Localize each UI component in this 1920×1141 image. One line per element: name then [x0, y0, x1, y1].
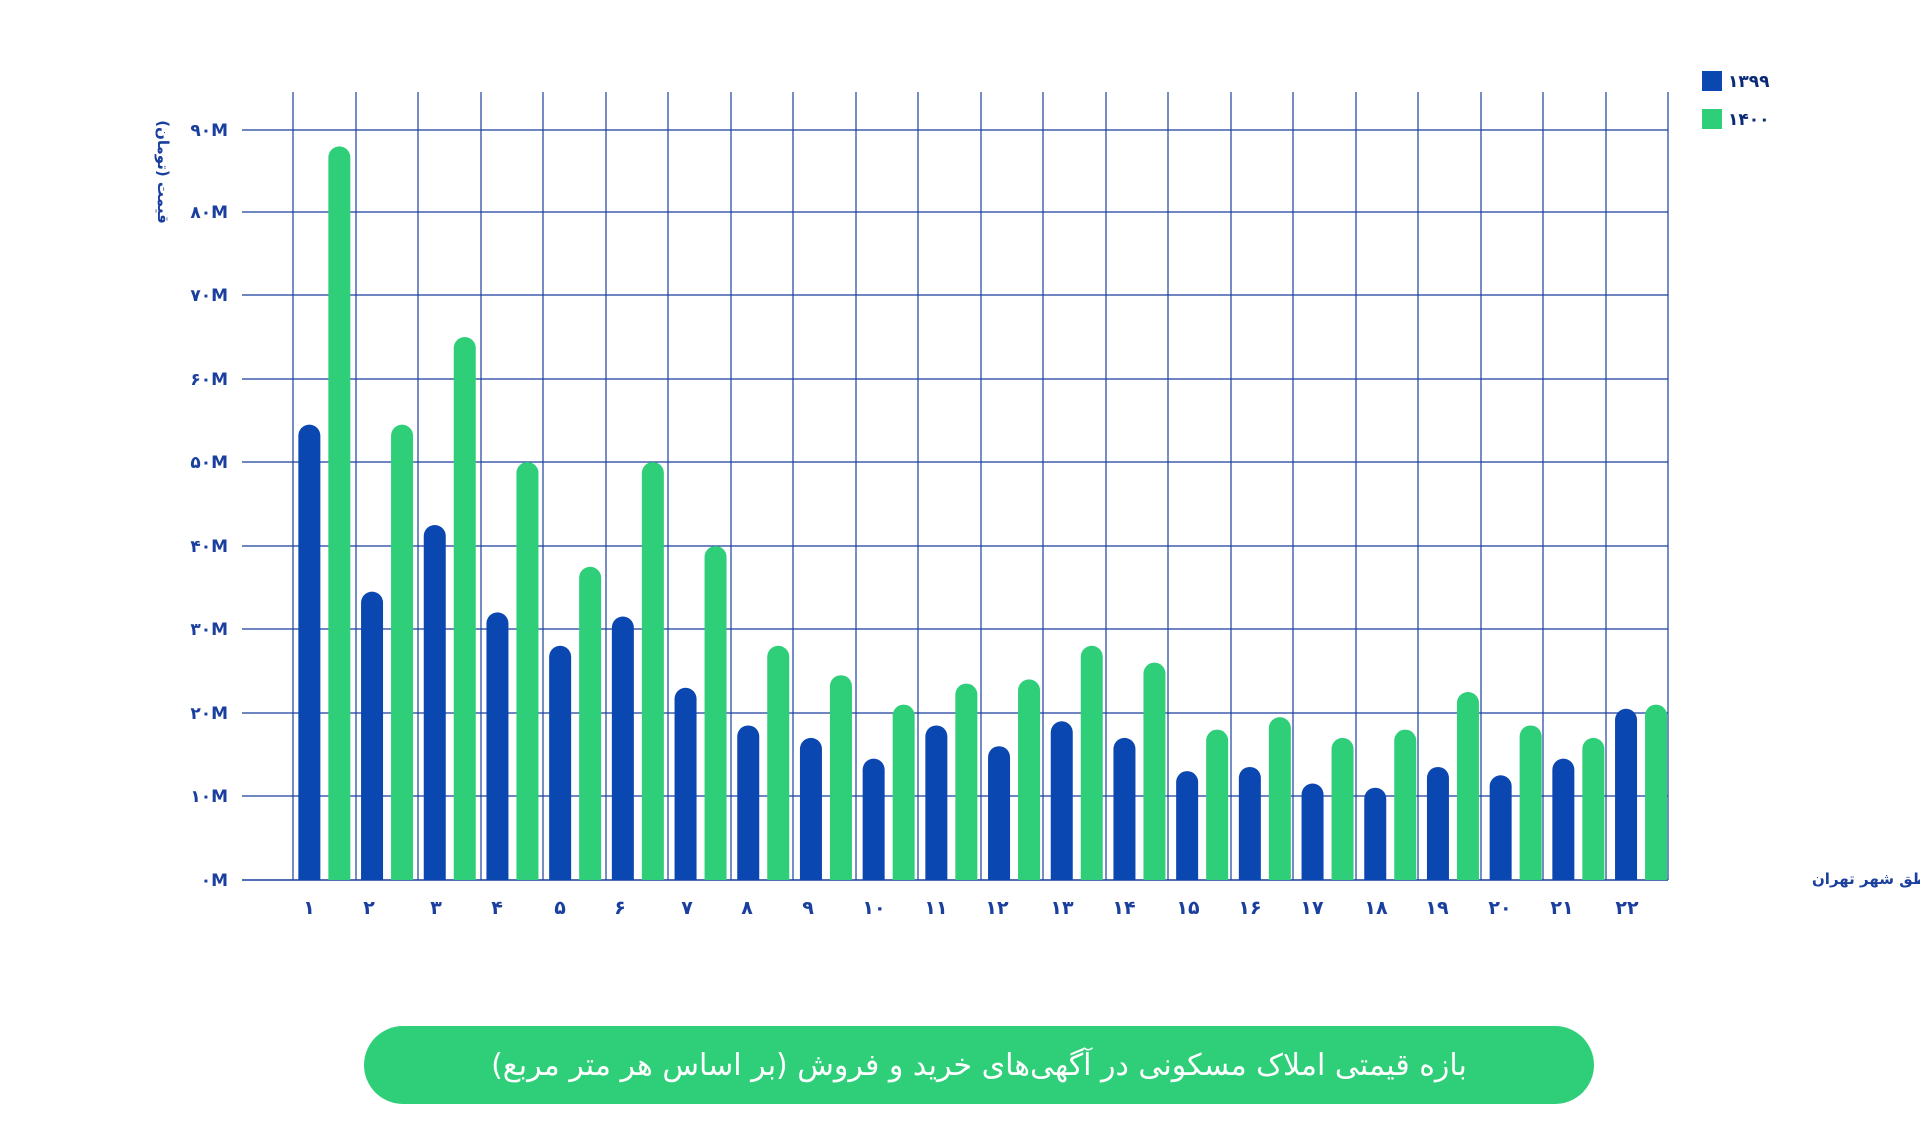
x-tick-label: ۱۴ [1112, 897, 1135, 919]
x-tick-label: ۱۳ [1050, 897, 1074, 919]
bar-1399 [361, 591, 384, 880]
y-tick-label: ۰M [201, 871, 228, 891]
x-tick-label: ۲۰ [1488, 897, 1511, 919]
bar-1399 [611, 616, 634, 880]
grid [242, 92, 1669, 881]
bar-1400 [1331, 737, 1354, 880]
legend-swatch-1399 [1702, 71, 1722, 91]
legend: ۱۳۹۹ ۱۴۰۰ [1702, 71, 1770, 130]
bar-1400 [1519, 725, 1542, 880]
y-tick-label: ۲۰M [190, 704, 228, 724]
bar-1400 [328, 146, 351, 880]
bar-1399 [1301, 783, 1324, 880]
x-tick-label: ۲ [363, 897, 375, 919]
bar-1400 [1143, 662, 1166, 880]
y-tick-label: ۳۰M [190, 620, 228, 640]
bar-1399 [925, 725, 948, 880]
bar-1399 [1050, 721, 1073, 880]
legend-label-1400: ۱۴۰۰ [1728, 110, 1770, 130]
bar-1400 [1645, 704, 1668, 880]
bars [298, 146, 1668, 880]
bar-1400 [1018, 679, 1041, 880]
y-tick-label: ۴۰M [190, 537, 228, 557]
x-tick-label: ۲۲ [1615, 897, 1639, 919]
x-tick-label: ۴ [491, 897, 503, 919]
x-tick-label: ۸ [741, 897, 753, 919]
x-tick-label: ۵ [554, 897, 566, 919]
x-tick-label: ۱۵ [1176, 897, 1200, 919]
bar-1399 [1615, 708, 1638, 880]
bar-1399 [1364, 787, 1387, 880]
x-tick-label: ۷ [681, 897, 693, 919]
bar-1399 [674, 687, 697, 880]
bar-1399 [1238, 766, 1261, 880]
bar-1400 [892, 704, 915, 880]
bar-1400 [704, 546, 727, 880]
x-tick-label: ۶ [614, 897, 626, 919]
bar-1399 [1552, 758, 1575, 880]
x-tick-label: ۱ [303, 897, 315, 919]
bar-1400 [516, 462, 539, 880]
bar-1399 [1489, 775, 1512, 880]
bar-1400 [1582, 737, 1605, 880]
y-tick-label: ۶۰M [190, 370, 228, 390]
x-tick-label: ۱۶ [1238, 897, 1261, 919]
bar-1399 [423, 525, 446, 880]
bar-1399 [549, 645, 572, 880]
x-tick-label: ۱۰ [862, 897, 885, 919]
x-axis-title: مناطق شهر تهران [1812, 870, 1920, 888]
bar-1399 [988, 746, 1011, 880]
legend-swatch-1400 [1702, 109, 1722, 129]
bar-1400 [829, 675, 852, 880]
x-tick-label: ۱۱ [924, 897, 947, 919]
x-tick-label: ۱۲ [985, 897, 1009, 919]
y-tick-label: ۸۰M [190, 203, 228, 223]
y-tick-label: ۹۰M [190, 121, 228, 141]
bar-1399 [799, 737, 822, 880]
x-tick-label: ۱۷ [1300, 897, 1324, 919]
legend-label-1399: ۱۳۹۹ [1728, 72, 1770, 92]
y-tick-label: ۵۰M [190, 453, 228, 473]
bar-1399 [737, 725, 760, 880]
bar-1400 [391, 424, 414, 880]
bar-1400 [767, 645, 790, 880]
y-tick-label: ۱۰M [190, 787, 228, 807]
bar-1400 [453, 337, 476, 880]
y-axis-title: قیمت (تومان) [154, 120, 172, 224]
x-tick-label: ۹ [802, 897, 814, 919]
bar-1399 [1113, 737, 1136, 880]
bar-1400 [1206, 729, 1229, 880]
bar-1400 [1268, 717, 1291, 880]
bar-1399 [1426, 766, 1449, 880]
x-tick-label: ۳ [430, 897, 442, 919]
bar-1400 [641, 462, 664, 880]
x-tick-label: ۱۸ [1364, 897, 1388, 919]
y-tick-label: ۷۰M [190, 286, 228, 306]
x-tick-label: ۲۱ [1550, 897, 1573, 919]
bar-1399 [862, 758, 885, 880]
bar-1400 [1456, 692, 1479, 880]
bar-1400 [955, 683, 978, 880]
chart-title: بازه قیمتی املاک مسکونی در آگهی‌های خرید… [491, 1047, 1467, 1083]
x-tick-labels: ۱ ۲ ۳ ۴ ۵ ۶ ۷ ۸ ۹ ۱۰ ۱۱ ۱۲ ۱۳ ۱۴ ۱۵ ۱۶ ۱۷ ۱۸ ۱۹ ۲۰ ۲۱ ۲۲ [303, 897, 1639, 919]
bar-1400 [579, 566, 602, 880]
bar-1399 [298, 424, 321, 880]
chart-title-banner: بازه قیمتی املاک مسکونی در آگهی‌های خرید… [364, 1026, 1594, 1104]
bar-1399 [486, 612, 509, 880]
bar-1400 [1080, 645, 1103, 880]
bar-1399 [1176, 771, 1199, 880]
bar-1400 [1394, 729, 1417, 880]
x-tick-label: ۱۹ [1425, 897, 1449, 919]
y-tick-labels: ۰M ۱۰M ۲۰M ۳۰M ۴۰M ۵۰M ۶۰M ۷۰M ۸۰M ۹۰M [190, 121, 228, 891]
